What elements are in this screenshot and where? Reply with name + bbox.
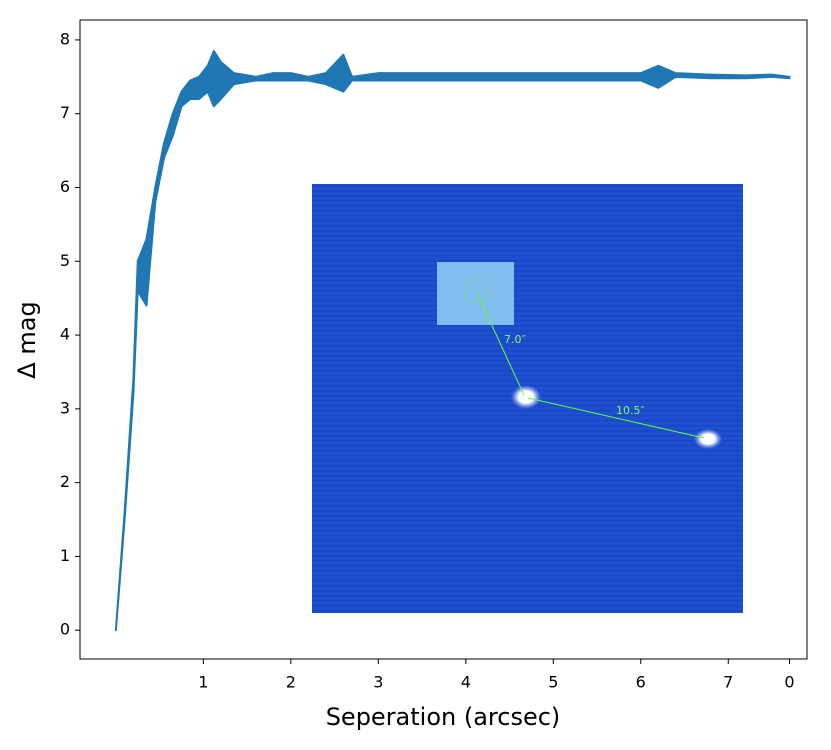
x-tick-label: 1	[198, 673, 208, 692]
x-tick-label: 0	[784, 673, 794, 692]
star	[511, 385, 541, 409]
y-tick-label: 8	[60, 29, 70, 48]
x-tick-label: 7	[723, 673, 733, 692]
y-tick-label: 0	[60, 620, 70, 639]
star	[694, 429, 722, 449]
confidence-band	[114, 49, 791, 632]
y-tick-label: 4	[60, 325, 70, 344]
y-axis-label: Δ mag	[13, 301, 41, 378]
x-tick-label: 5	[548, 673, 558, 692]
x-tick-label: 3	[373, 673, 383, 692]
y-tick-label: 2	[60, 472, 70, 491]
y-tick-label: 6	[60, 177, 70, 196]
axes-frame	[79, 19, 808, 660]
x-axis-label: Seperation (arcsec)	[326, 703, 561, 731]
arrow	[527, 397, 705, 439]
y-tick-label: 3	[60, 398, 70, 417]
x-tick-label: 6	[636, 673, 646, 692]
target-circle	[463, 278, 489, 304]
highlight-box	[437, 262, 514, 325]
inset-image: 7.0″ 10.5″	[312, 184, 743, 613]
y-tick-label: 7	[60, 103, 70, 122]
arrow	[475, 290, 525, 396]
x-tick-label: 4	[461, 673, 471, 692]
y-tick-label: 5	[60, 251, 70, 270]
x-tick-label: 2	[286, 673, 296, 692]
annotation: 10.5″	[616, 404, 645, 417]
annotation: 7.0″	[504, 333, 526, 346]
y-tick-label: 1	[60, 546, 70, 565]
